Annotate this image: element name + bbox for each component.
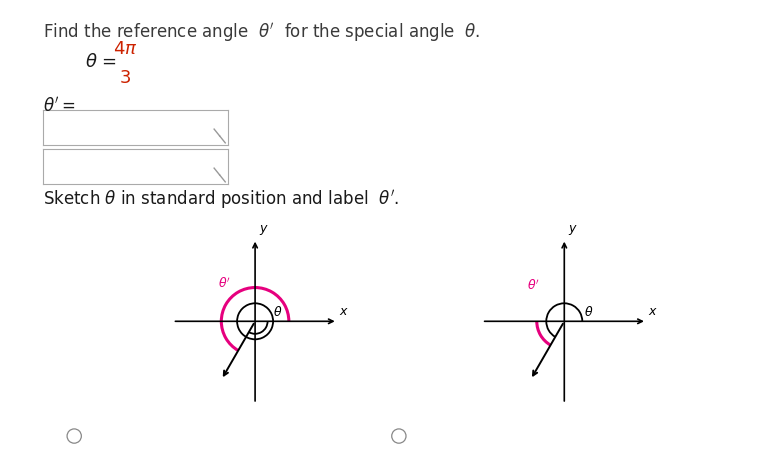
Text: Find the reference angle  $\theta'$  for the special angle  $\theta$.: Find the reference angle $\theta'$ for t… — [43, 21, 480, 44]
Text: Sketch $\theta$ in standard position and label  $\theta'$.: Sketch $\theta$ in standard position and… — [43, 188, 399, 211]
Text: $x$: $x$ — [339, 305, 349, 318]
Text: $\theta$ =: $\theta$ = — [85, 53, 117, 71]
Text: $\theta' =$: $\theta' =$ — [43, 96, 75, 115]
Text: $\theta$: $\theta$ — [273, 305, 282, 319]
Text: $y$: $y$ — [259, 223, 268, 237]
Text: $4\pi$: $4\pi$ — [113, 40, 138, 58]
Text: $\theta'$: $\theta'$ — [218, 276, 230, 291]
Text: $3$: $3$ — [119, 68, 131, 87]
Text: $y$: $y$ — [568, 223, 577, 237]
Text: $\theta$: $\theta$ — [584, 305, 593, 319]
Text: $x$: $x$ — [649, 305, 658, 318]
Text: $\theta'$: $\theta'$ — [527, 278, 540, 292]
